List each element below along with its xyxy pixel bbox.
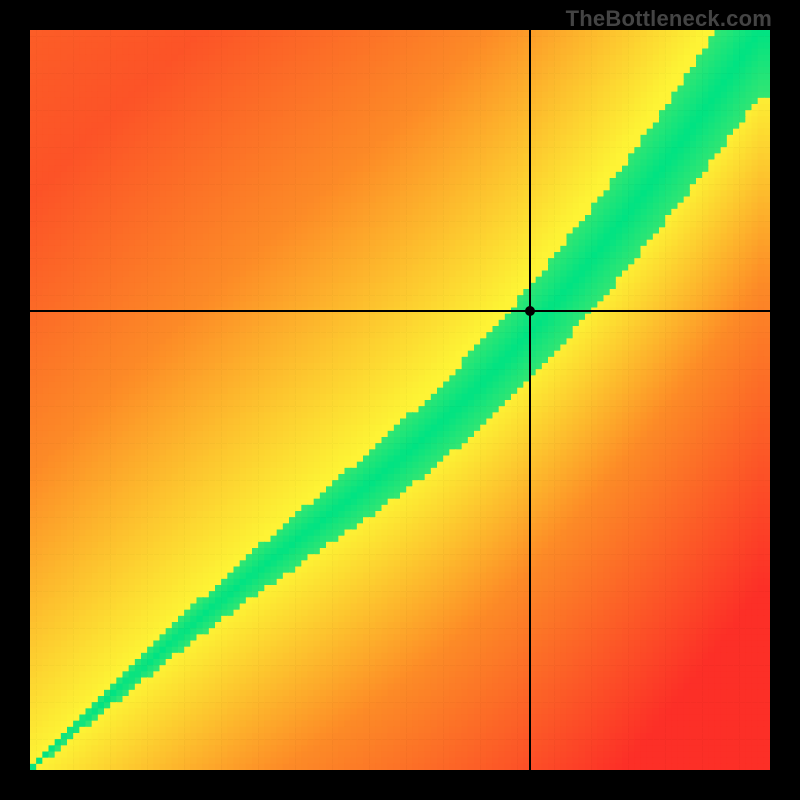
chart-container: TheBottleneck.com xyxy=(0,0,800,800)
heatmap-canvas xyxy=(30,30,770,770)
watermark-text: TheBottleneck.com xyxy=(566,6,772,32)
plot-area xyxy=(30,30,770,770)
crosshair-horizontal xyxy=(30,310,770,312)
crosshair-vertical xyxy=(529,30,531,770)
crosshair-marker xyxy=(525,306,535,316)
